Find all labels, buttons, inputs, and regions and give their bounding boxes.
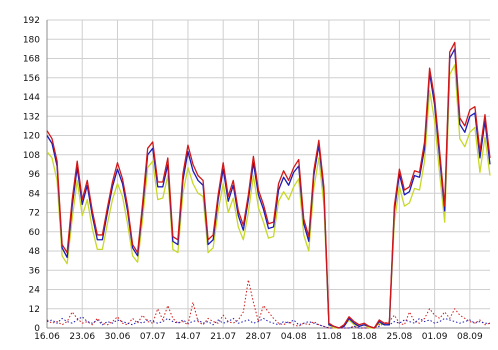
- x-tick-label: 08.09: [457, 332, 483, 342]
- series-layer: [46, 41, 491, 329]
- y-tick-label: 144: [23, 93, 40, 103]
- y-tick-label: 156: [23, 74, 40, 84]
- series-line-3: [46, 64, 491, 329]
- x-tick-label: 01.09: [422, 332, 448, 342]
- x-tick-label: 28.07: [246, 332, 272, 342]
- y-tick-label: 60: [29, 228, 41, 238]
- y-tick-label: 36: [29, 266, 41, 276]
- y-tick-label: 96: [29, 170, 41, 180]
- x-tick-label: 11.08: [316, 332, 342, 342]
- x-tick-label: 25.08: [387, 332, 413, 342]
- y-tick-label: 132: [23, 112, 40, 122]
- x-tick-label: 18.08: [351, 332, 377, 342]
- y-tick-label: 192: [23, 16, 40, 26]
- y-tick-label: 12: [29, 305, 40, 315]
- x-tick-label: 23.06: [69, 332, 95, 342]
- x-tick-label: 16.06: [34, 332, 60, 342]
- x-tick-label: 07.07: [140, 332, 166, 342]
- y-tick-label: 108: [23, 151, 40, 161]
- y-tick-label: 84: [29, 189, 41, 199]
- y-tick-label: 120: [23, 132, 40, 142]
- series-line-5: [46, 316, 490, 329]
- y-tick-label: 168: [23, 55, 40, 65]
- x-tick-label: 14.07: [175, 332, 201, 342]
- y-tick-label: 72: [29, 209, 40, 219]
- axis-layer: [46, 20, 490, 329]
- x-tick-label: 21.07: [210, 332, 236, 342]
- tick-label-layer: 0 12 24 36 48 60 72 84 96 108 120 132 144 156 168 180 19…: [23, 16, 483, 342]
- y-tick-label: 180: [23, 35, 40, 45]
- series-line-1: [46, 41, 491, 329]
- y-tick-label: 24: [29, 286, 41, 296]
- x-tick-label: 04.08: [281, 332, 307, 342]
- x-tick-label: 30.06: [105, 332, 131, 342]
- series-line-2: [46, 48, 491, 329]
- y-tick-label: 48: [29, 247, 41, 257]
- y-tick-label: 0: [34, 324, 40, 334]
